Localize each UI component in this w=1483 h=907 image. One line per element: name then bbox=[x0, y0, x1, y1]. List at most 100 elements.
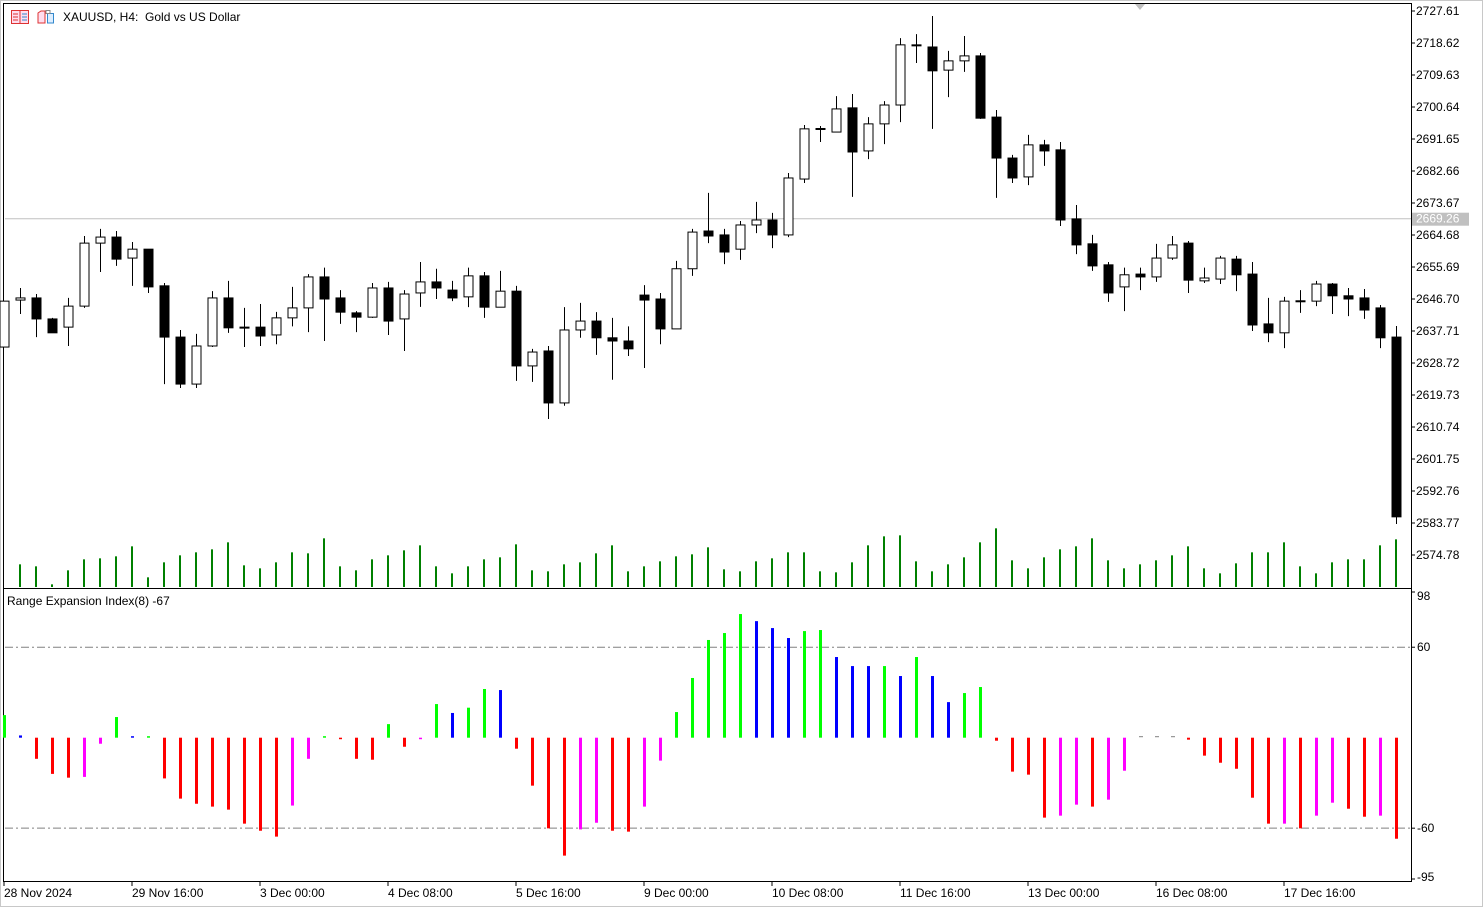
candle[interactable] bbox=[559, 307, 570, 406]
candle[interactable] bbox=[767, 212, 778, 249]
candle[interactable] bbox=[351, 311, 362, 333]
candle[interactable] bbox=[703, 192, 714, 244]
volume-bar bbox=[1187, 546, 1189, 587]
candle[interactable] bbox=[511, 285, 522, 381]
candle[interactable] bbox=[1247, 261, 1258, 332]
candle[interactable] bbox=[431, 268, 442, 299]
candle[interactable] bbox=[1151, 243, 1162, 282]
candle[interactable] bbox=[1039, 139, 1050, 166]
candle[interactable] bbox=[0, 300, 10, 348]
candle[interactable] bbox=[1199, 267, 1210, 283]
candle[interactable] bbox=[927, 16, 938, 129]
candle[interactable] bbox=[31, 294, 42, 338]
candle[interactable] bbox=[895, 38, 906, 123]
candle[interactable] bbox=[1007, 154, 1018, 183]
candle[interactable] bbox=[575, 302, 586, 338]
volume-bar bbox=[387, 555, 389, 587]
candle[interactable] bbox=[687, 228, 698, 276]
candle[interactable] bbox=[479, 271, 490, 318]
candle[interactable] bbox=[495, 270, 506, 308]
candle[interactable] bbox=[815, 126, 826, 143]
candle[interactable] bbox=[1071, 205, 1082, 255]
candle[interactable] bbox=[863, 117, 874, 160]
candle[interactable] bbox=[159, 282, 170, 385]
candle[interactable] bbox=[959, 35, 970, 72]
candle[interactable] bbox=[735, 221, 746, 260]
candle[interactable] bbox=[1391, 326, 1402, 524]
candle[interactable] bbox=[1135, 267, 1146, 291]
candle[interactable] bbox=[1215, 255, 1226, 285]
candle[interactable] bbox=[447, 280, 458, 302]
candle[interactable] bbox=[639, 285, 650, 369]
candle[interactable] bbox=[719, 228, 730, 265]
candle[interactable] bbox=[1231, 255, 1242, 292]
candle[interactable] bbox=[287, 286, 298, 327]
candle[interactable] bbox=[527, 348, 538, 382]
candle[interactable] bbox=[671, 260, 682, 330]
candle[interactable] bbox=[943, 50, 954, 98]
candle[interactable] bbox=[95, 228, 106, 272]
candle[interactable] bbox=[591, 312, 602, 355]
candle[interactable] bbox=[383, 281, 394, 335]
candle[interactable] bbox=[271, 311, 282, 345]
candle-body-bull bbox=[15, 297, 26, 301]
candle[interactable] bbox=[79, 235, 90, 308]
candle[interactable] bbox=[239, 307, 250, 348]
candle[interactable] bbox=[1343, 287, 1354, 317]
volume-bar bbox=[611, 545, 613, 587]
candle[interactable] bbox=[207, 291, 218, 348]
candle[interactable] bbox=[655, 292, 666, 345]
candle[interactable] bbox=[1327, 282, 1338, 314]
chart-shift-marker-icon[interactable] bbox=[1135, 4, 1145, 10]
candle[interactable] bbox=[303, 274, 314, 333]
candle[interactable] bbox=[847, 93, 858, 197]
chart-list-icon[interactable] bbox=[11, 10, 29, 24]
candle[interactable] bbox=[1023, 134, 1034, 186]
candle[interactable] bbox=[319, 267, 330, 342]
candle[interactable] bbox=[335, 290, 346, 324]
candle[interactable] bbox=[1183, 240, 1194, 293]
candle[interactable] bbox=[175, 329, 186, 388]
candle[interactable] bbox=[831, 96, 842, 133]
candle[interactable] bbox=[975, 53, 986, 119]
candle[interactable] bbox=[1087, 234, 1098, 271]
candle[interactable] bbox=[783, 172, 794, 238]
candle[interactable] bbox=[1103, 261, 1114, 302]
candle[interactable] bbox=[143, 248, 154, 293]
candle[interactable] bbox=[991, 109, 1002, 198]
candle[interactable] bbox=[607, 317, 618, 380]
symbol-info-icon[interactable] bbox=[37, 10, 55, 24]
candle[interactable] bbox=[1055, 142, 1066, 227]
candle[interactable] bbox=[63, 297, 74, 346]
candle[interactable] bbox=[1167, 235, 1178, 260]
candle[interactable] bbox=[1119, 267, 1130, 312]
candle[interactable] bbox=[191, 333, 202, 388]
candle[interactable] bbox=[463, 267, 474, 308]
candle[interactable] bbox=[367, 282, 378, 318]
volume-bar bbox=[819, 571, 821, 587]
candle[interactable] bbox=[879, 101, 890, 145]
candle[interactable] bbox=[255, 303, 266, 346]
candle[interactable] bbox=[223, 280, 234, 333]
candle[interactable] bbox=[751, 201, 762, 234]
candle[interactable] bbox=[415, 261, 426, 307]
candle[interactable] bbox=[1311, 280, 1322, 307]
candle[interactable] bbox=[47, 317, 58, 334]
candle[interactable] bbox=[911, 34, 922, 64]
candle-body-bull bbox=[943, 60, 954, 71]
volume-bar bbox=[1059, 549, 1061, 587]
candle[interactable] bbox=[399, 290, 410, 351]
candle[interactable] bbox=[127, 242, 138, 286]
candle[interactable] bbox=[1279, 296, 1290, 349]
candle[interactable] bbox=[623, 326, 634, 356]
candle[interactable] bbox=[1375, 305, 1386, 349]
candle[interactable] bbox=[15, 287, 26, 314]
volume-bar bbox=[643, 566, 645, 587]
candle[interactable] bbox=[799, 124, 810, 183]
candle[interactable] bbox=[1359, 289, 1370, 319]
candle[interactable] bbox=[543, 345, 554, 419]
candle[interactable] bbox=[1263, 297, 1274, 343]
candle[interactable] bbox=[1295, 290, 1306, 313]
candle[interactable] bbox=[111, 231, 122, 266]
